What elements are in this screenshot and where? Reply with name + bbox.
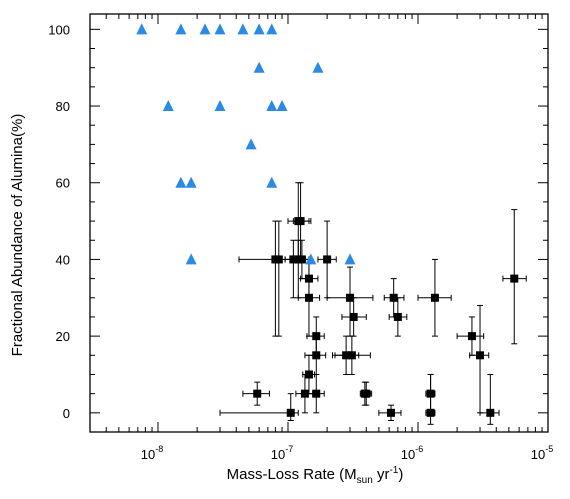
square-marker — [362, 389, 371, 398]
triangle-marker — [245, 138, 257, 150]
triangle-marker — [199, 23, 211, 35]
data-markers — [136, 23, 519, 417]
y-tick-label: 100 — [48, 22, 70, 37]
triangle-marker — [214, 100, 226, 112]
square-marker — [467, 332, 476, 341]
y-tick-label: 60 — [56, 176, 70, 191]
x-axis-label-end: ) — [398, 466, 403, 483]
triangle-marker — [185, 253, 197, 265]
triangle-marker — [162, 100, 174, 112]
x-tick-label: 10-7 — [271, 444, 293, 462]
triangle-marker — [185, 176, 197, 188]
x-axis-label-sub: sun — [357, 475, 373, 486]
triangle-marker — [175, 23, 187, 35]
square-marker — [312, 389, 321, 398]
triangle-marker — [276, 100, 288, 112]
square-marker — [389, 293, 398, 302]
square-marker — [476, 351, 485, 360]
square-marker — [253, 389, 262, 398]
triangle-marker — [312, 61, 324, 73]
y-tick-label: 40 — [56, 252, 70, 267]
square-marker — [300, 389, 309, 398]
square-marker — [304, 274, 313, 283]
square-marker — [426, 389, 435, 398]
square-marker — [430, 293, 439, 302]
triangle-marker — [253, 61, 265, 73]
square-marker — [304, 370, 313, 379]
y-tick-label: 20 — [56, 329, 70, 344]
triangle-marker — [253, 23, 265, 35]
x-tick-label: 10-8 — [141, 444, 163, 462]
square-marker — [312, 332, 321, 341]
triangle-marker — [266, 100, 278, 112]
error-bars — [219, 182, 527, 425]
square-marker — [346, 293, 355, 302]
square-marker — [286, 408, 295, 417]
square-marker — [486, 408, 495, 417]
square-marker — [393, 312, 402, 321]
square-marker — [296, 217, 305, 226]
square-marker — [323, 255, 332, 264]
x-axis-label-sup: -1 — [389, 465, 398, 476]
plot-frame — [89, 13, 549, 433]
triangle-marker — [136, 23, 148, 35]
square-marker — [510, 274, 519, 283]
x-axis-label-mid: yr — [373, 466, 390, 483]
triangle-marker — [305, 253, 317, 265]
triangle-marker — [237, 23, 249, 35]
square-marker — [289, 255, 298, 264]
square-marker — [274, 255, 283, 264]
triangle-marker — [344, 253, 356, 265]
square-marker — [312, 351, 321, 360]
triangle-marker — [175, 176, 187, 188]
plot-axes — [89, 13, 549, 433]
x-axis-label: Mass-Loss Rate (Msun yr-1) — [227, 465, 404, 486]
x-axis-label-main: Mass-Loss Rate (M — [227, 466, 357, 483]
triangle-marker — [214, 23, 226, 35]
square-marker — [347, 351, 356, 360]
square-marker — [387, 408, 396, 417]
square-marker — [349, 312, 358, 321]
square-marker — [426, 408, 435, 417]
square-marker — [304, 293, 313, 302]
tick-labels: 0 20 40 60 80 100 10-8 10-7 10-6 10-5 — [48, 22, 553, 462]
x-tick-label: 10-5 — [531, 444, 553, 462]
y-tick-label: 0 — [63, 406, 70, 421]
x-tick-label: 10-6 — [401, 444, 423, 462]
triangle-marker — [266, 176, 278, 188]
square-marker — [342, 351, 351, 360]
triangle-marker — [266, 23, 278, 35]
y-tick-label: 80 — [56, 99, 70, 114]
y-axis-label: Fractional Abundance of Alumina(%) — [9, 114, 26, 357]
square-marker — [297, 255, 306, 264]
